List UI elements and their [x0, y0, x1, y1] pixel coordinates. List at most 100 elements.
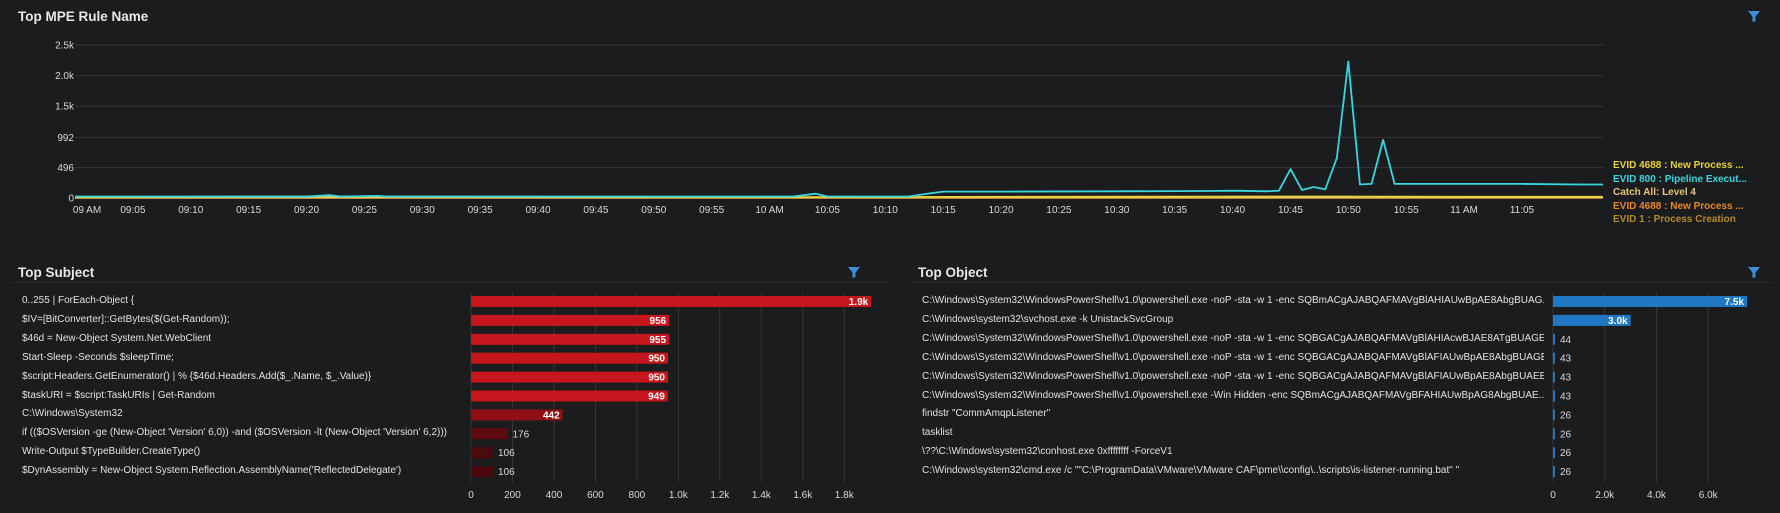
bar-value-label: 106 — [498, 467, 515, 478]
x-tick-label: 10:05 — [815, 205, 840, 216]
bar-value-label: 1.9k — [849, 297, 869, 308]
section-divider — [10, 282, 890, 283]
bar — [1553, 466, 1555, 478]
x-tick-label: 800 — [629, 490, 646, 501]
bar-value-label: 176 — [512, 429, 529, 440]
x-tick-label: 10:15 — [931, 205, 956, 216]
bar — [1553, 447, 1555, 459]
x-tick-label: 1.0k — [669, 490, 689, 501]
row-label[interactable]: \??\C:\Windows\system32\conhost.exe 0xff… — [922, 446, 1173, 458]
legend-item[interactable]: EVID 4688 : New Process ... — [1613, 160, 1744, 171]
row-label[interactable]: C:\Windows\System32\WindowsPowerShell\v1… — [922, 351, 1544, 363]
bar-value-label: 7.5k — [1725, 297, 1745, 308]
y-tick-label: 1.5k — [55, 102, 75, 113]
series-line — [75, 60, 1603, 198]
bar — [471, 333, 670, 345]
legend-item[interactable]: EVID 800 : Pipeline Execut... — [1613, 173, 1747, 185]
x-tick-label: 4.0k — [1647, 490, 1667, 501]
x-tick-label: 1.4k — [752, 490, 772, 501]
filter-icon[interactable] — [1747, 9, 1761, 23]
x-tick-label: 10:30 — [1104, 205, 1129, 216]
bar-value-label: 950 — [648, 373, 665, 384]
legend-item[interactable]: EVID 1 : Process Creation — [1613, 214, 1736, 225]
bar-value-label: 949 — [648, 392, 665, 403]
x-tick-label: 0 — [1550, 490, 1556, 501]
x-tick-label: 6.0k — [1699, 490, 1719, 501]
row-label[interactable]: $taskURI = $script:TaskURIs | Get-Random — [22, 389, 215, 401]
row-label[interactable]: C:\Windows\System32 — [22, 408, 123, 420]
bar-value-label: 26 — [1560, 467, 1572, 478]
bar-value-label: 43 — [1560, 373, 1572, 384]
bar — [1553, 409, 1555, 421]
bar-value-label: 106 — [498, 448, 515, 459]
row-label[interactable]: C:\Windows\System32\WindowsPowerShell\v1… — [922, 295, 1544, 306]
top-object-panel: Top Object C:\Windows\System32\WindowsPo… — [900, 258, 1780, 513]
bar-value-label: 26 — [1560, 429, 1572, 440]
bar — [1553, 314, 1631, 326]
bar-value-label: 3.0k — [1608, 316, 1628, 327]
x-tick-label: 1.6k — [793, 490, 813, 501]
bar — [1553, 352, 1555, 364]
x-tick-label: 10:25 — [1046, 205, 1071, 216]
row-label[interactable]: Write-Output $TypeBuilder.CreateType() — [22, 446, 201, 458]
filter-icon[interactable] — [1747, 265, 1761, 279]
x-tick-label: 09:25 — [352, 205, 377, 216]
y-tick-label: 992 — [57, 133, 74, 144]
x-tick-label: 09:55 — [699, 205, 724, 216]
row-label[interactable]: $IV=[BitConverter]::GetBytes($(Get-Rando… — [22, 313, 230, 325]
x-tick-label: 09:10 — [178, 205, 203, 216]
x-tick-label: 09:30 — [410, 205, 435, 216]
bar — [1553, 428, 1555, 440]
bar — [1553, 296, 1747, 307]
filter-icon[interactable] — [847, 265, 861, 279]
x-tick-label: 400 — [546, 490, 563, 501]
bar-value-label: 26 — [1560, 410, 1572, 421]
row-label[interactable]: $46d = New-Object System.Net.WebClient — [22, 332, 212, 344]
section-divider — [910, 282, 1772, 283]
bar — [471, 466, 493, 478]
bar — [471, 409, 563, 421]
row-label[interactable]: if (($OSVersion -ge (New-Object 'Version… — [22, 427, 448, 439]
row-label[interactable]: $DynAssembly = New-Object System.Reflect… — [22, 465, 402, 477]
bar — [471, 428, 508, 440]
x-tick-label: 09:15 — [236, 205, 261, 216]
bar-value-label: 26 — [1560, 448, 1572, 459]
x-tick-label: 11:05 — [1510, 205, 1535, 216]
bar — [471, 390, 668, 402]
row-label[interactable]: C:\Windows\system32\svchost.exe -k Unist… — [922, 313, 1174, 325]
x-tick-label: 2.0k — [1595, 490, 1615, 501]
bar-value-label: 43 — [1560, 354, 1572, 365]
bar-value-label: 43 — [1560, 392, 1572, 403]
row-label[interactable]: 0..255 | ForEach-Object { — [22, 295, 135, 306]
panel-title: Top Subject — [18, 265, 95, 280]
bar-value-label: 955 — [649, 335, 666, 346]
row-label[interactable]: tasklist — [922, 427, 953, 439]
x-tick-label: 10:40 — [1220, 205, 1245, 216]
x-tick-label: 0 — [468, 490, 474, 501]
bar — [471, 371, 668, 383]
bar — [471, 352, 668, 364]
row-label[interactable]: Start-Sleep -Seconds $sleepTime; — [22, 351, 174, 363]
row-label[interactable]: C:\Windows\system32\cmd.exe /c ""C:\Prog… — [922, 465, 1460, 477]
row-label[interactable]: C:\Windows\System32\WindowsPowerShell\v1… — [922, 332, 1544, 344]
legend-item[interactable]: Catch All: Level 4 — [1613, 187, 1696, 198]
row-label[interactable]: C:\Windows\System32\WindowsPowerShell\v1… — [922, 389, 1544, 401]
x-tick-label: 09:45 — [583, 205, 608, 216]
row-label[interactable]: $script:Headers.GetEnumerator() | % {$46… — [22, 370, 372, 382]
y-tick-label: 2.0k — [55, 71, 75, 82]
x-tick-label: 10 AM — [755, 205, 783, 216]
x-tick-label: 200 — [504, 490, 521, 501]
x-tick-label: 10:20 — [989, 205, 1014, 216]
bar-value-label: 950 — [648, 354, 665, 365]
row-label[interactable]: C:\Windows\System32\WindowsPowerShell\v1… — [922, 370, 1544, 382]
bar — [1553, 371, 1555, 383]
bar — [471, 314, 670, 326]
x-tick-label: 10:35 — [1162, 205, 1187, 216]
bar — [1553, 333, 1555, 345]
bar-value-label: 44 — [1560, 335, 1572, 346]
legend-item[interactable]: EVID 4688 : New Process ... — [1613, 200, 1744, 212]
x-tick-label: 09:50 — [641, 205, 666, 216]
row-label[interactable]: findstr "CommAmqpListener" — [922, 408, 1051, 420]
panel-title: Top Object — [918, 265, 988, 280]
bar — [471, 296, 872, 307]
